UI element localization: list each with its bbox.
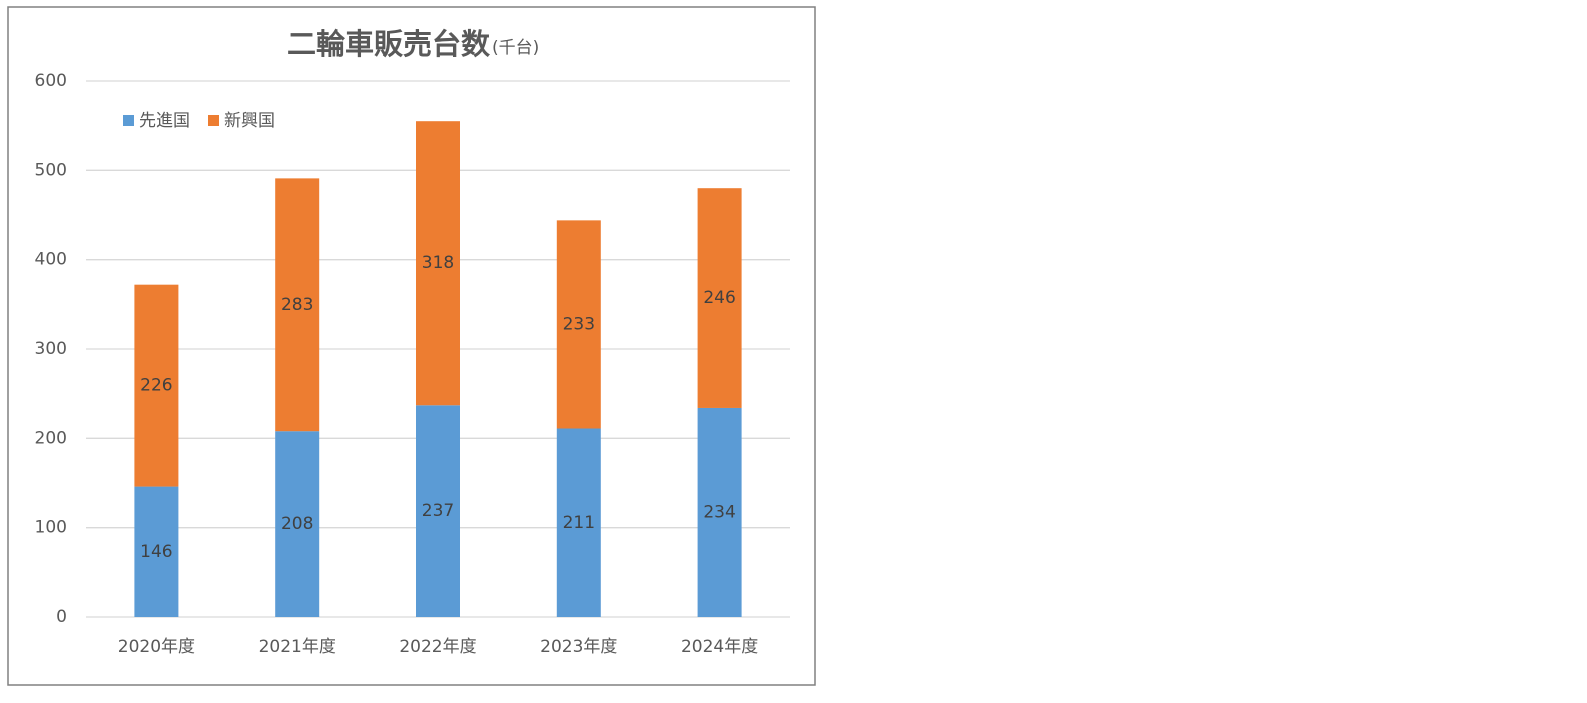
y-tick-label: 300 (35, 339, 67, 359)
y-tick-label: 400 (35, 250, 67, 270)
data-label: 208 (281, 514, 313, 534)
data-label: 237 (422, 501, 454, 521)
data-label: 211 (563, 513, 595, 533)
x-tick-label: 2024年度 (681, 637, 758, 657)
bar-segment (275, 178, 320, 432)
legend-label: 新興国 (224, 111, 275, 131)
data-label: 233 (563, 314, 595, 334)
data-label: 146 (140, 542, 172, 562)
data-label: 234 (703, 502, 735, 522)
y-tick-label: 600 (35, 71, 67, 91)
y-tick-label: 200 (35, 428, 67, 448)
chart-subtitle: (千台) (492, 38, 539, 58)
data-label: 246 (703, 288, 735, 308)
bar-segment (556, 428, 601, 617)
data-label: 318 (422, 253, 454, 273)
y-tick-label: 0 (56, 607, 67, 627)
x-tick-label: 2020年度 (118, 637, 195, 657)
x-tick-label: 2023年度 (540, 637, 617, 657)
x-tick-label: 2021年度 (259, 637, 336, 657)
y-tick-label: 500 (35, 160, 67, 180)
y-tick-label: 100 (35, 518, 67, 538)
legend-label: 先進国 (139, 111, 190, 131)
bar-segment (416, 121, 460, 406)
x-tick-label: 2022年度 (399, 637, 476, 657)
bar-segment (275, 431, 320, 617)
chart-title: 二輪車販売台数 (287, 27, 491, 61)
legend-swatch (208, 115, 219, 126)
data-label: 226 (140, 376, 172, 396)
bar-segment (697, 407, 742, 617)
legend-swatch (123, 115, 134, 126)
bar-segment (134, 486, 179, 617)
chart-frame (7, 6, 816, 686)
data-label: 283 (281, 295, 313, 315)
bar-segment (134, 284, 179, 487)
bar-segment (697, 188, 742, 408)
bar-segment (556, 220, 601, 429)
bar-segment (416, 405, 460, 617)
